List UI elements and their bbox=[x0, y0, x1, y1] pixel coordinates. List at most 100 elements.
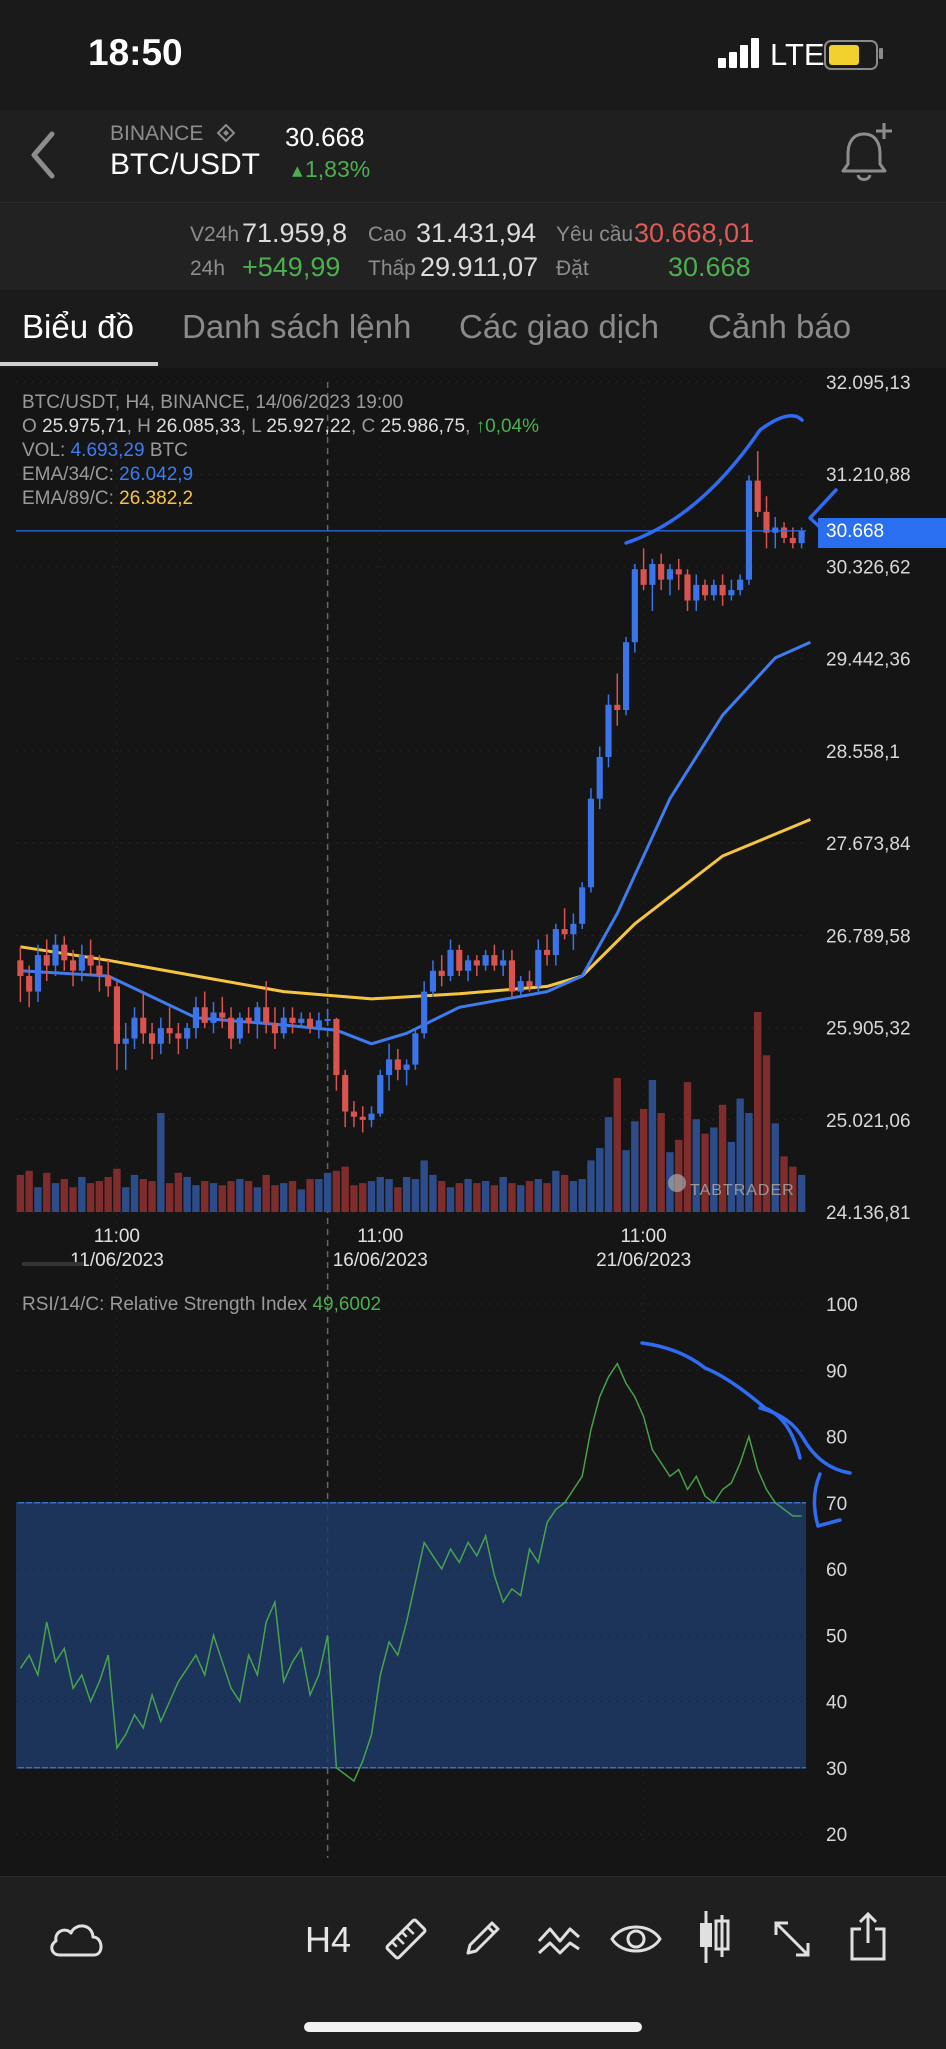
low-value: 29.911,07 bbox=[420, 252, 539, 282]
volume-bar bbox=[692, 1119, 700, 1212]
signal-icon bbox=[718, 38, 760, 68]
candles-icon[interactable] bbox=[696, 1909, 732, 1965]
candle-body bbox=[359, 1116, 366, 1120]
candle-body bbox=[280, 1017, 287, 1034]
volume-bar bbox=[244, 1181, 253, 1212]
volume-bar bbox=[543, 1183, 551, 1212]
time-axis-label: 11:00 bbox=[357, 1226, 403, 1247]
candle-body bbox=[175, 1033, 182, 1039]
volume-bar bbox=[455, 1183, 463, 1212]
eye-icon[interactable] bbox=[610, 1917, 662, 1961]
price-axis-label: 30.326,62 bbox=[826, 557, 911, 578]
tab-chart[interactable]: Biểu đồ bbox=[22, 308, 134, 345]
date-axis-label: 11/06/2023 bbox=[70, 1250, 164, 1271]
bid-value: 30.668 bbox=[668, 252, 751, 282]
candle-body bbox=[789, 537, 796, 544]
volume-bar bbox=[631, 1121, 639, 1212]
volume-bar bbox=[95, 1181, 104, 1212]
pair-name[interactable]: BTC/USDT bbox=[110, 148, 260, 181]
cloud-icon[interactable] bbox=[46, 1917, 108, 1961]
candle-body bbox=[552, 929, 559, 956]
h24-label: 24h bbox=[190, 257, 226, 280]
volume-bar bbox=[280, 1183, 288, 1212]
active-tab-indicator bbox=[0, 362, 158, 366]
volume-bar bbox=[86, 1183, 95, 1212]
tab-trades[interactable]: Các giao dịch bbox=[459, 308, 659, 345]
candle-body bbox=[219, 1012, 226, 1018]
volume-bar bbox=[797, 1174, 806, 1212]
ticker-stats: V24h 71.959,8 24h +549,99 Cao 31.431,94 … bbox=[0, 202, 946, 291]
volume-bar bbox=[174, 1172, 183, 1212]
candle-body bbox=[622, 642, 630, 711]
volume-bar bbox=[262, 1174, 270, 1212]
candle-body bbox=[587, 798, 595, 888]
time-axis-label: 11:00 bbox=[94, 1226, 140, 1247]
indicators-icon[interactable] bbox=[536, 1917, 582, 1961]
last-price: 30.668 bbox=[285, 122, 365, 152]
price-axis-label: 32.095,13 bbox=[826, 373, 911, 394]
price-axis-label: 28.558,1 bbox=[826, 742, 900, 763]
candle-body bbox=[78, 955, 85, 971]
date-axis-label: 21/06/2023 bbox=[596, 1250, 691, 1271]
candle-body bbox=[780, 527, 788, 538]
ohlc-line: O 25.975,71, H 26.085,33, L 25.927,22, C… bbox=[22, 416, 539, 437]
candle-body bbox=[131, 1017, 138, 1039]
candle-body bbox=[482, 955, 489, 966]
ruler-icon[interactable] bbox=[384, 1917, 428, 1961]
volume-bar bbox=[560, 1174, 569, 1212]
volume-bar bbox=[525, 1181, 534, 1212]
volume-bar bbox=[104, 1176, 112, 1212]
volume-bar bbox=[683, 1082, 692, 1212]
rsi-axis-label: 60 bbox=[826, 1560, 847, 1581]
volume-bar bbox=[43, 1172, 51, 1212]
candle-body bbox=[394, 1059, 401, 1070]
volume-bar bbox=[183, 1176, 191, 1212]
candle-body bbox=[105, 975, 112, 987]
volume-bar bbox=[789, 1166, 797, 1212]
candle-body bbox=[596, 756, 603, 799]
candle-body bbox=[289, 1017, 296, 1023]
candle-body bbox=[508, 960, 516, 992]
candle-body bbox=[719, 584, 726, 596]
v24h-value: 71.959,8 bbox=[242, 218, 348, 248]
volume-bar bbox=[227, 1181, 235, 1212]
candle-body bbox=[245, 1017, 252, 1023]
tab-alerts[interactable]: Cảnh báo bbox=[708, 308, 852, 345]
candle-body bbox=[464, 960, 472, 971]
annotation-arrow-rsi bbox=[812, 1472, 842, 1528]
candle-body bbox=[201, 1007, 208, 1023]
expand-icon[interactable] bbox=[770, 1917, 814, 1961]
volume-bar bbox=[192, 1185, 200, 1212]
back-icon[interactable] bbox=[28, 130, 58, 180]
volume-bar bbox=[236, 1179, 244, 1212]
price-axis-label: 31.210,88 bbox=[826, 465, 911, 486]
price-axis-label: 26.789,58 bbox=[826, 926, 911, 947]
candle-body bbox=[34, 955, 42, 992]
rsi-line bbox=[19, 1362, 802, 1783]
panel-divider-handle[interactable] bbox=[22, 1262, 84, 1266]
candle-body bbox=[342, 1075, 349, 1112]
share-icon[interactable] bbox=[848, 1911, 888, 1963]
open-value: 25.975,71 bbox=[42, 416, 127, 437]
pencil-icon[interactable] bbox=[460, 1917, 504, 1961]
tab-order-book[interactable]: Danh sách lệnh bbox=[182, 308, 412, 345]
candle-body bbox=[227, 1017, 235, 1039]
add-alert-bell-icon[interactable] bbox=[838, 122, 894, 186]
candle-body bbox=[69, 960, 77, 971]
volume-bar bbox=[271, 1185, 279, 1212]
tab-bar: Biểu đồ Danh sách lệnh Các giao dịch Cản… bbox=[0, 290, 946, 368]
volume-bar bbox=[139, 1179, 147, 1212]
rsi-axis-label: 20 bbox=[826, 1825, 847, 1846]
volume-bar bbox=[552, 1170, 560, 1212]
date-axis-label: 16/06/2023 bbox=[333, 1250, 428, 1271]
timeframe-button[interactable]: H4 bbox=[305, 1919, 352, 1960]
candle-body bbox=[403, 1064, 410, 1070]
chart-area[interactable]: 32.095,13 31.210,88 30.326,62 29.442,36 28.5… bbox=[0, 368, 946, 1876]
candle-body bbox=[324, 1019, 331, 1022]
price-chart[interactable]: 32.095,13 31.210,88 30.326,62 29.442,36 28.5… bbox=[0, 368, 946, 1876]
volume-bar bbox=[411, 1179, 420, 1212]
volume-bar bbox=[473, 1183, 481, 1212]
ask-label: Yêu cầu bbox=[556, 223, 634, 246]
price-axis-label: 24.136,81 bbox=[826, 1203, 911, 1224]
rsi-value: 49,6002 bbox=[312, 1294, 382, 1315]
